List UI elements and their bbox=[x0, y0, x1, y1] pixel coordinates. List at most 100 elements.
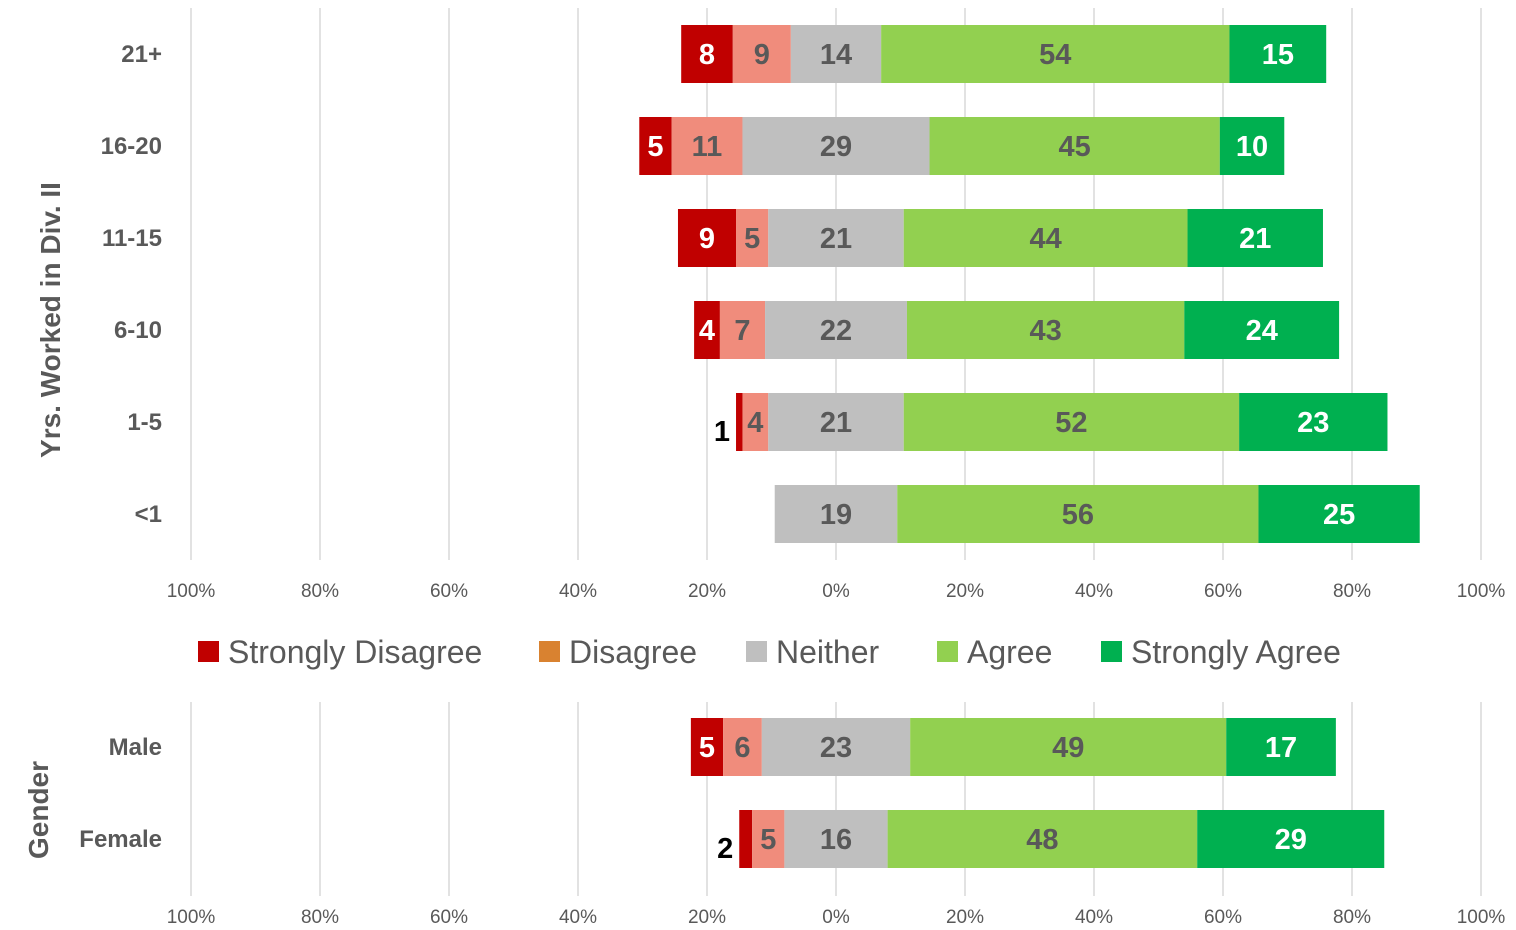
x-tick-label: 60% bbox=[1204, 581, 1242, 602]
data-label: 52 bbox=[1055, 407, 1087, 439]
legend-swatch bbox=[539, 641, 560, 662]
bar-segment-strongly-disagree bbox=[681, 25, 733, 83]
data-label: 21 bbox=[820, 223, 852, 255]
x-tick-label: 100% bbox=[1457, 907, 1506, 925]
category-label: 1-5 bbox=[127, 409, 162, 436]
y-axis-title: Gender bbox=[23, 761, 54, 859]
data-label: 17 bbox=[1265, 732, 1297, 764]
legend-swatch bbox=[937, 641, 958, 662]
legend-swatch bbox=[198, 641, 219, 662]
bar-segment-agree bbox=[903, 393, 1240, 451]
x-tick-label: 40% bbox=[559, 907, 597, 925]
data-label: 29 bbox=[820, 131, 852, 163]
x-tick-label: 100% bbox=[167, 907, 216, 925]
data-label: 29 bbox=[1275, 824, 1307, 856]
x-tick-label: 60% bbox=[1204, 907, 1242, 925]
data-label: 14 bbox=[820, 39, 852, 71]
x-tick-label: 20% bbox=[688, 581, 726, 602]
legend-swatch bbox=[746, 641, 767, 662]
bar-segment-agree bbox=[887, 810, 1198, 868]
bar-segment-strongly-agree bbox=[1239, 393, 1388, 451]
category-label: 11-15 bbox=[102, 225, 162, 252]
bar-segment-neither bbox=[774, 485, 898, 543]
x-tick-label: 20% bbox=[688, 907, 726, 925]
x-tick-label: 0% bbox=[822, 907, 850, 925]
data-label: 23 bbox=[820, 732, 852, 764]
data-label: 54 bbox=[1039, 39, 1071, 71]
bar-segment-strongly-agree bbox=[1184, 301, 1340, 359]
data-label: 9 bbox=[699, 223, 715, 255]
bar-segment-agree bbox=[929, 117, 1220, 175]
x-tick-label: 20% bbox=[946, 581, 984, 602]
legend-label: Strongly Agree bbox=[1131, 634, 1341, 670]
data-label: 10 bbox=[1236, 131, 1268, 163]
bar-segment-disagree bbox=[742, 393, 769, 451]
data-label: 21 bbox=[820, 407, 852, 439]
bar-segment-strongly-agree bbox=[1219, 117, 1285, 175]
data-label: 48 bbox=[1026, 824, 1058, 856]
x-tick-label: 40% bbox=[1075, 907, 1113, 925]
data-label: 25 bbox=[1323, 499, 1355, 531]
bar-segment-neither bbox=[768, 393, 904, 451]
x-tick-label: 0% bbox=[822, 581, 850, 602]
legend-label: Agree bbox=[967, 634, 1052, 670]
bar-segment-agree bbox=[897, 485, 1259, 543]
data-label: 56 bbox=[1062, 499, 1094, 531]
data-label: 23 bbox=[1297, 407, 1329, 439]
data-label: 9 bbox=[754, 39, 770, 71]
bar-segment-neither bbox=[742, 117, 930, 175]
data-label: 7 bbox=[734, 315, 750, 347]
bar-segment-neither bbox=[790, 25, 882, 83]
bar-segment-neither bbox=[765, 301, 907, 359]
bar-segment-strongly-disagree bbox=[690, 718, 724, 776]
bar-segment-strongly-agree bbox=[1226, 718, 1336, 776]
data-label: 4 bbox=[747, 407, 763, 439]
bar-segment-neither bbox=[761, 718, 911, 776]
data-label: 15 bbox=[1262, 39, 1294, 71]
x-tick-label: 40% bbox=[559, 581, 597, 602]
data-label: 22 bbox=[820, 315, 852, 347]
legend-swatch bbox=[1101, 641, 1122, 662]
category-label: Male bbox=[109, 734, 162, 761]
data-label: 16 bbox=[820, 824, 852, 856]
bar-segment-disagree bbox=[719, 301, 766, 359]
y-axis-title: Yrs. Worked in Div. II bbox=[35, 182, 66, 458]
data-label: 1 bbox=[714, 416, 730, 448]
x-tick-label: 100% bbox=[167, 581, 216, 602]
bar-segment-strongly-agree bbox=[1229, 25, 1327, 83]
bar-segment-disagree bbox=[723, 718, 762, 776]
bar-segment-agree bbox=[906, 301, 1185, 359]
category-label: Female bbox=[79, 826, 162, 853]
data-label: 5 bbox=[744, 223, 760, 255]
category-label: 6-10 bbox=[114, 317, 162, 344]
bar-segment-strongly-disagree bbox=[639, 117, 672, 175]
data-label: 5 bbox=[699, 732, 715, 764]
x-tick-label: 60% bbox=[430, 581, 468, 602]
data-label: 24 bbox=[1246, 315, 1278, 347]
data-label: 8 bbox=[699, 39, 715, 71]
bar-segment-neither bbox=[784, 810, 888, 868]
legend-label: Neither bbox=[776, 634, 880, 670]
bar-segment-strongly-agree bbox=[1258, 485, 1420, 543]
bar-segment-strongly-agree bbox=[1187, 209, 1323, 267]
bar-segment-agree bbox=[881, 25, 1230, 83]
bar-segment-disagree bbox=[732, 25, 791, 83]
category-label: <1 bbox=[135, 501, 162, 528]
bar-segment-strongly-disagree bbox=[739, 810, 753, 868]
bar-segment-strongly-agree bbox=[1197, 810, 1385, 868]
data-label: 5 bbox=[760, 824, 776, 856]
bar-segment-strongly-disagree bbox=[736, 393, 743, 451]
data-label: 4 bbox=[699, 315, 715, 347]
data-label: 5 bbox=[647, 131, 663, 163]
x-tick-label: 80% bbox=[301, 581, 339, 602]
legend-label: Strongly Disagree bbox=[228, 634, 482, 670]
bar-segment-disagree bbox=[736, 209, 769, 267]
data-label: 21 bbox=[1239, 223, 1271, 255]
bar-segment-agree bbox=[903, 209, 1188, 267]
data-label: 43 bbox=[1029, 315, 1061, 347]
bar-segment-strongly-disagree bbox=[677, 209, 737, 267]
x-tick-label: 80% bbox=[1333, 581, 1371, 602]
bar-segment-strongly-disagree bbox=[694, 301, 720, 359]
data-label: 19 bbox=[820, 499, 852, 531]
